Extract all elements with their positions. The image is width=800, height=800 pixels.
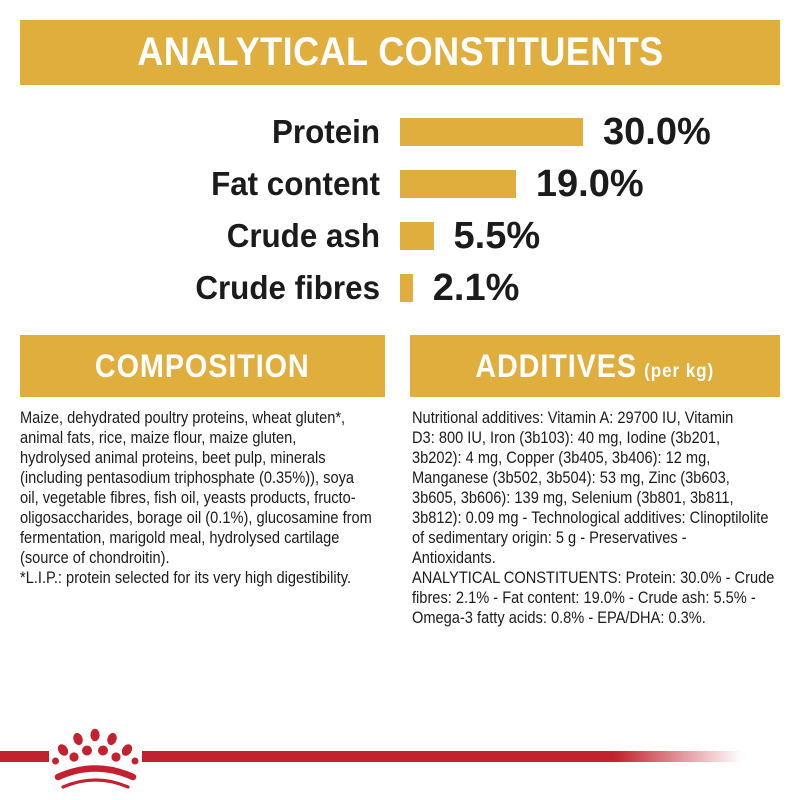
composition-paragraph: Maize, dehydrated poultry proteins, whea… bbox=[20, 408, 372, 587]
page-title: ANALYTICAL CONSTITUENTS bbox=[136, 30, 664, 74]
footer-red-stripe-right bbox=[142, 751, 748, 762]
additives-paragraph: Nutritional additives: Vitamin A: 29700 … bbox=[412, 408, 775, 627]
bar-protein bbox=[400, 118, 583, 146]
bar-label: Crude ash bbox=[226, 217, 380, 254]
bar-value: 30.0% bbox=[603, 110, 711, 153]
bar-fat-content bbox=[400, 170, 516, 198]
royal-canin-crown-icon bbox=[52, 728, 139, 789]
bar-label: Protein bbox=[271, 113, 380, 150]
additives-banner: ADDITIVES (per kg) bbox=[410, 335, 780, 397]
additives-title-suffix: (per kg) bbox=[644, 360, 715, 382]
bar-crude-ash bbox=[400, 222, 434, 250]
additives-title: ADDITIVES bbox=[475, 347, 638, 384]
composition-banner: COMPOSITION bbox=[20, 335, 385, 397]
bar-value: 2.1% bbox=[432, 266, 520, 309]
bar-label: Crude fibres bbox=[195, 269, 380, 306]
bar-label: Fat content bbox=[211, 165, 380, 202]
chart-row-fat-content: Fat content 19.0% bbox=[0, 163, 800, 205]
chart-row-crude-ash: Crude ash 5.5% bbox=[0, 215, 800, 257]
chart-row-crude-fibres: Crude fibres 2.1% bbox=[0, 267, 800, 309]
bar-crude-fibres bbox=[400, 274, 413, 302]
footer-red-stripe-left bbox=[0, 751, 49, 762]
chart-row-protein: Protein 30.0% bbox=[0, 111, 800, 153]
bar-value: 5.5% bbox=[453, 214, 541, 257]
composition-title: COMPOSITION bbox=[95, 347, 310, 384]
bar-value: 19.0% bbox=[535, 162, 644, 205]
analytical-constituents-banner: ANALYTICAL CONSTITUENTS bbox=[20, 20, 780, 85]
